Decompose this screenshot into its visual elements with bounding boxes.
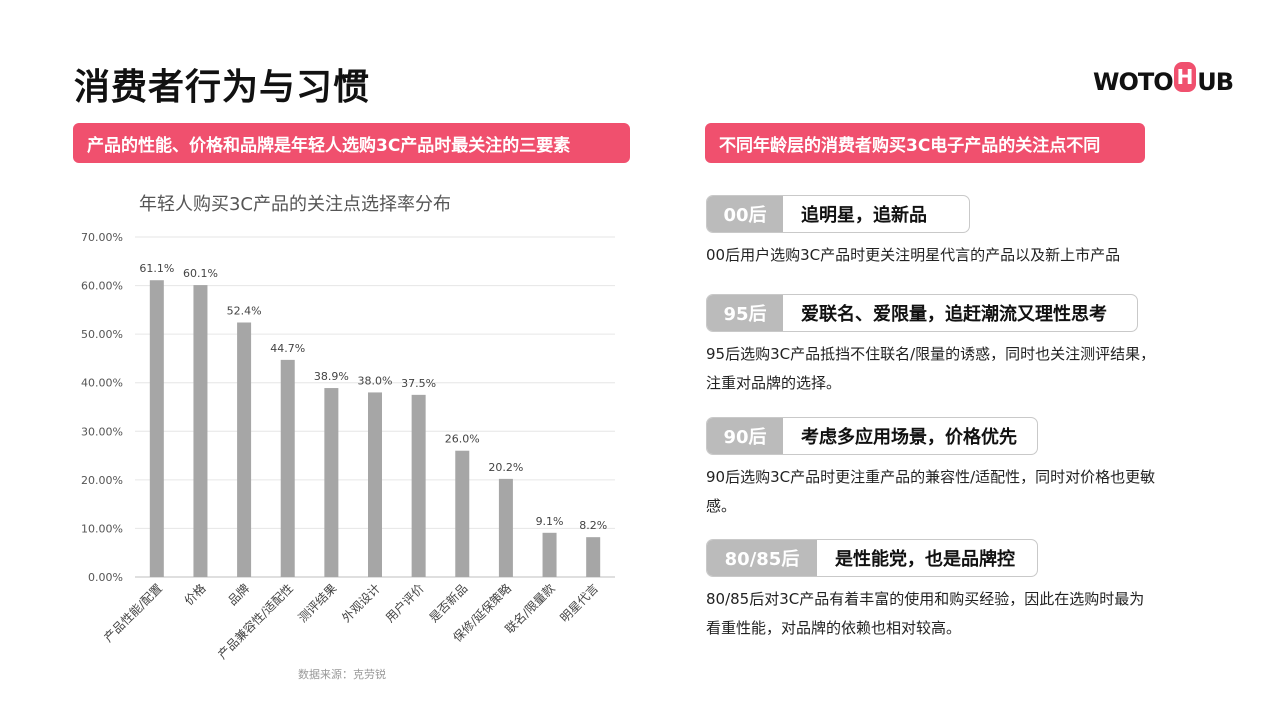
bar [280,359,295,577]
bar [237,322,252,577]
y-tick-label: 60.00% [81,280,123,293]
bar-chart: 年轻人购买3C产品的关注点选择率分布 0.00% 10.00% 20.00% 30.0… [81,194,615,660]
segment-95: 95后 爱联名、爱限量，追赶潮流又理性思考 95后选购3C产品抵挡不住联名/限量… [706,294,1176,398]
category-label: 明星代言 [557,581,601,625]
segment-description: 80/85后对3C产品有着丰富的使用和购买经验，因此在选购时最为看重性能，对品牌… [706,590,1145,637]
category-label: 产品性能/配置 [101,581,165,645]
category-label: 产品兼容性/适配性 [214,581,295,660]
y-tick-label: 0.00% [88,571,123,584]
data-label: 38.0% [358,374,393,387]
age-label: 80/85后 [707,540,817,576]
segment-tag: 00后 追明星，追新品 [706,195,970,233]
segment-headline: 是性能党，也是品牌控 [835,549,1015,570]
category-label: 价格 [181,581,209,609]
category-label: 外观设计 [339,581,383,625]
segment-description: 00后用户选购3C产品时更关注明星代言的产品以及新上市产品 [706,246,1121,264]
logo-text-left: WOTO [1093,68,1174,96]
y-tick-label: 10.00% [81,522,123,535]
category-label: 测评结果 [296,581,340,625]
segment-description: 90后选购3C产品时更注重产品的兼容性/适配性，同时对价格也更敏感。 [706,468,1156,515]
y-tick-label: 30.00% [81,425,123,438]
bar [368,392,382,577]
segment-tag: 95后 爱联名、爱限量，追赶潮流又理性思考 [706,294,1138,332]
data-label: 9.1% [536,515,564,528]
segment-description: 95后选购3C产品抵挡不住联名/限量的诱惑，同时也关注测评结果，注重对品牌的选择… [706,345,1156,392]
bar [455,450,470,577]
category-label: 品牌 [225,581,252,608]
brand-logo: WOTO H UB [1093,62,1234,102]
segment-80-85: 80/85后 是性能党，也是品牌控 80/85后对3C产品有着丰富的使用和购买经… [706,539,1176,643]
bar [193,285,208,577]
data-source-note: 数据来源：克劳锐 [298,668,386,681]
age-label: 90后 [707,418,783,454]
segment-headline: 考虑多应用场景，价格优先 [801,427,1017,448]
data-label: 44.7% [270,342,305,355]
category-label: 用户评价 [382,581,427,626]
segment-00: 00后 追明星，追新品 00后用户选购3C产品时更关注明星代言的产品以及新上市产… [706,195,1176,270]
data-label: 38.9% [314,370,349,383]
segment-headline: 追明星，追新品 [801,205,927,226]
age-label: 00后 [707,196,783,232]
data-label: 26.0% [445,433,480,446]
bar [542,532,557,577]
data-label: 61.1% [139,262,174,275]
segment-tag: 80/85后 是性能党，也是品牌控 [706,539,1038,577]
bar [324,388,339,577]
segment-90: 90后 考虑多应用场景，价格优先 90后选购3C产品时更注重产品的兼容性/适配性… [706,417,1176,521]
age-label: 95后 [707,295,783,331]
data-label: 60.1% [183,267,218,280]
logo-text-right: UB [1197,68,1234,96]
logo-badge: H [1173,62,1197,92]
left-section-banner: 产品的性能、价格和品牌是年轻人选购3C产品时最关注的三要素 [73,123,630,163]
chart-title: 年轻人购买3C产品的关注点选择率分布 [139,194,451,215]
segment-tag: 90后 考虑多应用场景，价格优先 [706,417,1038,455]
y-tick-label: 40.00% [81,377,123,390]
bar [586,537,601,577]
bar [411,394,426,577]
bar [498,478,513,577]
data-label: 8.2% [579,519,607,532]
category-label: 是否新品 [426,581,471,626]
right-section-banner: 不同年龄层的消费者购买3C电子产品的关注点不同 [705,123,1145,163]
y-tick-label: 50.00% [81,328,123,341]
bar [149,280,164,577]
segment-headline: 爱联名、爱限量，追赶潮流又理性思考 [801,304,1107,325]
data-label: 37.5% [401,377,436,390]
y-tick-label: 70.00% [81,231,123,244]
y-tick-label: 20.00% [81,474,123,487]
data-label: 52.4% [227,304,262,317]
data-label: 20.2% [488,461,523,474]
page-title: 消费者行为与习惯 [74,67,371,108]
